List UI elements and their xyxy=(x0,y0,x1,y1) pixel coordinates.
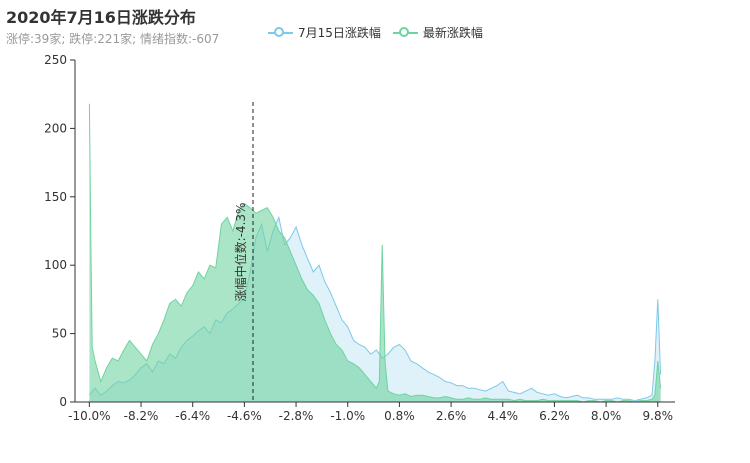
x-tick-label-3: -4.6% xyxy=(227,409,262,423)
x-tick-label-11: 9.8% xyxy=(643,409,674,423)
y-tick-label-0: 0 xyxy=(59,395,67,409)
x-tick-label-4: -2.8% xyxy=(279,409,314,423)
series-area-1 xyxy=(89,103,661,403)
x-tick-label-0: -10.0% xyxy=(68,409,110,423)
x-tick-label-9: 6.2% xyxy=(539,409,570,423)
x-tick-label-10: 8.0% xyxy=(591,409,622,423)
legend-label-prev: 7月15日涨跌幅 xyxy=(298,26,381,40)
legend-symbol-prev xyxy=(268,26,293,40)
x-tick-label-7: 2.6% xyxy=(436,409,467,423)
y-tick-label-250: 250 xyxy=(44,53,67,67)
y-tick-label-150: 150 xyxy=(44,190,67,204)
series-line-1 xyxy=(88,103,662,403)
legend-item-latest[interactable]: 最新涨跌幅 xyxy=(392,24,483,41)
y-tick-label-100: 100 xyxy=(44,258,67,272)
legend-label-latest: 最新涨跌幅 xyxy=(422,26,483,40)
y-tick-label-50: 50 xyxy=(52,327,67,341)
chart-title: 2020年7月16日涨跌分布 xyxy=(6,8,196,27)
legend-symbol-latest xyxy=(392,26,418,40)
x-tick-label-5: -1.0% xyxy=(330,409,365,423)
y-tick-label-200: 200 xyxy=(44,121,67,135)
chart-subtitle: 涨停:39家; 跌停:221家; 情绪指数:-607 xyxy=(6,32,220,46)
median-label: 涨幅中位数:-4.3% xyxy=(233,203,248,302)
legend: 7月15日涨跌幅 最新涨跌幅 xyxy=(268,24,483,41)
x-tick-label-2: -6.4% xyxy=(175,409,210,423)
x-tick-label-1: -8.2% xyxy=(124,409,159,423)
x-tick-label-8: 4.4% xyxy=(488,409,519,423)
x-tick-label-6: 0.8% xyxy=(384,409,415,423)
legend-item-prev[interactable]: 7月15日涨跌幅 xyxy=(268,24,381,41)
